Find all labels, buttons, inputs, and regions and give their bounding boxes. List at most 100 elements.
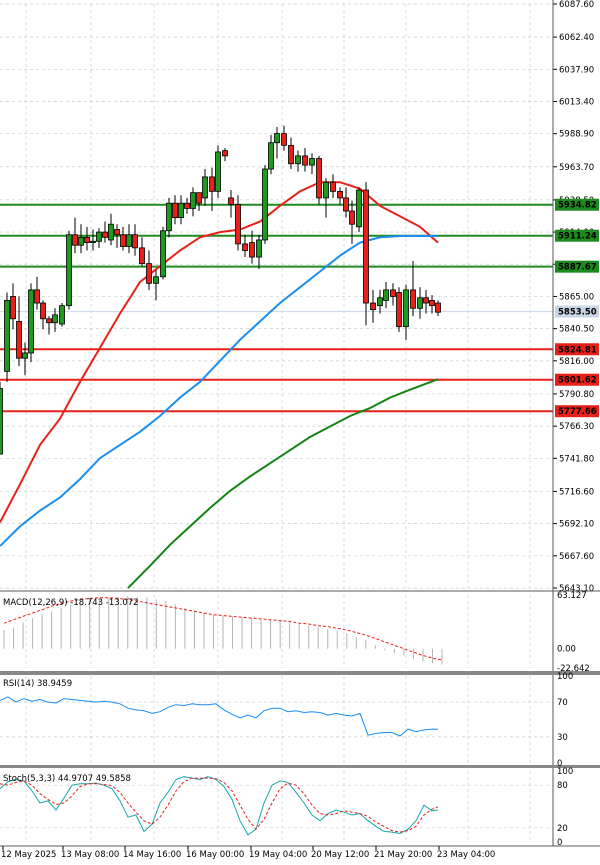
candle[interactable] [377,289,383,314]
candle[interactable] [160,226,166,280]
candle[interactable] [0,381,3,455]
candle[interactable] [228,190,234,218]
price-tick-label: 6013.40 [559,97,594,107]
candle-body-up [178,202,184,219]
candle[interactable] [222,147,228,162]
candle-body-down [390,289,396,297]
price-tick-label: 5667.60 [559,552,594,562]
candle[interactable] [202,169,208,206]
candle[interactable] [78,224,84,254]
candle[interactable] [309,153,315,175]
candle[interactable] [281,125,287,151]
candle[interactable] [396,287,402,332]
candle[interactable] [172,195,178,225]
candle-body-down [410,289,416,309]
candle[interactable] [126,224,132,254]
candle[interactable] [16,296,22,367]
candle[interactable] [34,276,40,310]
candle[interactable] [132,224,138,256]
candle[interactable] [403,284,409,340]
candle-body-down [370,302,376,310]
macd-panel[interactable]: MACD(12,26,9) -18.743 -13.072 [3,595,443,665]
candle[interactable] [102,221,108,243]
candle[interactable] [96,228,102,248]
rsi-panel[interactable]: RSI(14) 38.9459 [0,679,439,737]
candle-body-down [72,234,78,246]
macd-tick-label: 63.127 [557,591,587,601]
candle[interactable] [435,300,441,317]
candle-body-up [108,223,114,241]
candle-body-down [396,292,402,328]
candle[interactable] [288,137,294,170]
candle[interactable] [429,295,435,314]
candle[interactable] [196,192,202,212]
candle[interactable] [302,147,308,172]
candle[interactable] [295,150,301,172]
candle-body-down [343,197,349,212]
candle[interactable] [22,342,28,376]
candle[interactable] [209,167,215,212]
candle[interactable] [356,187,362,233]
candle-body-down [114,229,120,236]
candle[interactable] [383,282,389,309]
candle[interactable] [46,316,52,335]
candle[interactable] [390,283,396,306]
candle-body-down [139,247,145,265]
candle[interactable] [139,237,145,267]
candle[interactable] [146,250,152,290]
candle[interactable] [84,226,90,251]
time-tick-label: 23 May 04:00 [437,850,495,860]
candle[interactable] [4,292,10,382]
candle-body-up [59,305,65,325]
time-tick-label: 12 May 2025 [1,850,56,860]
candle[interactable] [72,217,78,254]
candle[interactable] [242,234,248,258]
candle-body-down [235,204,241,245]
candle[interactable] [120,226,126,251]
candle[interactable] [274,126,280,159]
candle[interactable] [316,155,322,205]
price-panel[interactable] [0,125,553,589]
candle-body-up [417,297,423,309]
candle[interactable] [363,182,369,326]
candle[interactable] [108,213,114,246]
candle[interactable] [190,187,196,217]
candle[interactable] [343,187,349,218]
candle-body-up [126,234,132,247]
candle[interactable] [166,197,172,238]
candle[interactable] [28,283,34,363]
candle[interactable] [114,224,120,248]
candle[interactable] [235,195,241,251]
candle[interactable] [262,165,268,244]
price-tick-label: 5816.00 [559,357,594,367]
candle[interactable] [330,174,336,198]
current-price-label: 5853.50 [558,308,597,318]
candle[interactable] [59,303,65,327]
candle[interactable] [66,230,72,310]
stoch-signal-line [0,777,439,833]
stochastic-panel[interactable]: Stoch(5,3,3) 44.9707 49.5858 [0,774,439,836]
candle[interactable] [423,289,429,314]
candle[interactable] [215,145,221,198]
candle[interactable] [52,308,58,332]
candle[interactable] [337,187,343,205]
panel-separator [0,765,600,768]
candle[interactable] [178,195,184,225]
candle-body-down [302,155,308,166]
candle[interactable] [90,229,96,251]
candle[interactable] [349,200,355,244]
candle-body-up [309,158,315,166]
candle[interactable] [323,178,329,218]
candle[interactable] [40,300,46,330]
candle[interactable] [410,260,416,317]
candle-body-up [78,236,84,246]
candle[interactable] [256,234,262,269]
candle[interactable] [370,289,376,323]
candle[interactable] [249,230,255,264]
candle[interactable] [153,270,159,301]
candle[interactable] [268,134,274,175]
candle[interactable] [184,197,190,214]
candle[interactable] [417,287,423,319]
candle[interactable] [10,283,16,330]
